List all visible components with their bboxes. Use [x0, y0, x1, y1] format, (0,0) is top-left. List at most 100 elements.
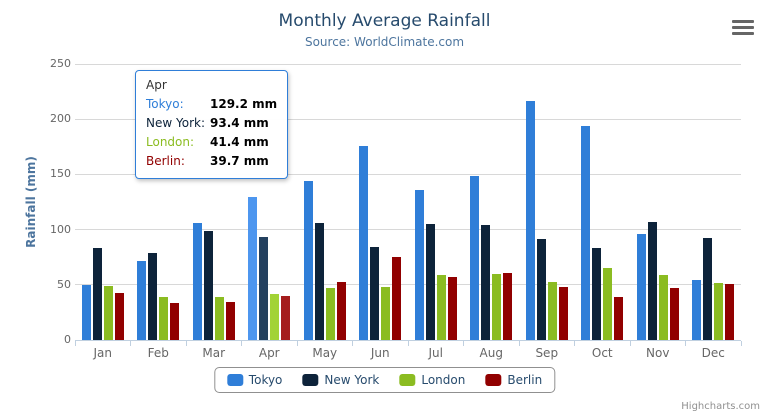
tooltip-series-name: Berlin: [146, 154, 185, 168]
tooltip-row: London: 41.4 mm [146, 133, 277, 152]
bar-tokyo-jan[interactable] [81, 284, 91, 340]
x-axis-tick [518, 341, 520, 346]
x-axis-tick [296, 341, 298, 346]
bar-london-feb[interactable] [159, 297, 169, 340]
bar-new-york-apr[interactable] [259, 236, 269, 340]
bar-london-may[interactable] [325, 288, 335, 340]
bar-group-mar [186, 64, 242, 340]
bar-london-dec[interactable] [714, 283, 724, 340]
bar-new-york-may[interactable] [314, 222, 324, 340]
legend-swatch-icon [226, 374, 243, 386]
bar-london-mar[interactable] [214, 296, 224, 340]
x-axis-tick [74, 341, 76, 346]
bar-new-york-jul[interactable] [425, 224, 435, 340]
bar-tokyo-may[interactable] [303, 181, 313, 340]
bar-new-york-sep[interactable] [536, 239, 546, 340]
bar-new-york-jan[interactable] [92, 247, 102, 340]
y-axis-label-0: 0 [64, 333, 71, 346]
bar-berlin-jun[interactable] [392, 256, 402, 340]
x-axis-tick [629, 341, 631, 346]
tooltip-series-name: London: [146, 135, 195, 149]
tooltip: Apr Tokyo: 129.2 mm New York: 93.4 mm London… [135, 70, 288, 179]
legend-item-new-york[interactable]: New York [302, 373, 379, 387]
bar-group-aug [464, 64, 520, 340]
bar-new-york-mar[interactable] [203, 231, 213, 340]
bar-london-aug[interactable] [492, 274, 502, 340]
legend-item-london[interactable]: London [399, 373, 465, 387]
bar-berlin-apr[interactable] [281, 296, 291, 340]
legend-label: Berlin [507, 373, 543, 387]
bar-new-york-aug[interactable] [481, 224, 491, 340]
bar-berlin-jul[interactable] [447, 276, 457, 340]
bar-berlin-feb[interactable] [170, 303, 180, 340]
bar-new-york-jun[interactable] [370, 246, 380, 340]
legend-item-berlin[interactable]: Berlin [485, 373, 542, 387]
x-axis-tick [740, 341, 742, 346]
bar-berlin-mar[interactable] [225, 301, 235, 340]
bar-group-may [297, 64, 353, 340]
tooltip-header: Apr [146, 78, 167, 92]
x-axis-label-feb: Feb [147, 346, 169, 360]
gridline-100 [75, 229, 741, 231]
x-axis-tick [352, 341, 353, 346]
bar-tokyo-aug[interactable] [470, 176, 480, 340]
bar-group-nov [630, 64, 686, 340]
x-axis-label-jun: Jun [370, 346, 390, 360]
legend-label: London [421, 373, 466, 387]
y-axis-label-50: 50 [57, 277, 71, 291]
bar-tokyo-jul[interactable] [414, 190, 424, 340]
bar-london-nov[interactable] [658, 274, 668, 340]
bar-tokyo-feb[interactable] [137, 261, 147, 340]
chart-subtitle: Source: WorldClimate.com [304, 35, 465, 49]
bar-new-york-nov[interactable] [647, 222, 657, 340]
bar-group-jan [75, 64, 131, 340]
bar-group-dec [686, 64, 742, 340]
bar-tokyo-sep[interactable] [525, 101, 535, 340]
hamburger-bar [732, 20, 754, 23]
x-axis-label-may: May [312, 346, 338, 360]
legend-item-tokyo[interactable]: Tokyo [226, 373, 282, 387]
x-axis-label-nov: Nov [646, 346, 670, 360]
x-axis-label-aug: Aug [479, 346, 503, 360]
x-axis-tick [574, 341, 575, 346]
hamburger-menu-icon[interactable] [732, 20, 754, 35]
bar-berlin-sep[interactable] [558, 287, 568, 340]
bar-berlin-jan[interactable] [114, 293, 124, 340]
tooltip-series-value: 39.7 mm [210, 154, 269, 168]
bar-berlin-oct[interactable] [614, 296, 624, 340]
bar-london-jan[interactable] [103, 286, 113, 340]
gridline-50 [75, 284, 741, 286]
bar-berlin-aug[interactable] [503, 273, 513, 340]
bar-london-oct[interactable] [603, 268, 613, 340]
bar-new-york-oct[interactable] [592, 247, 602, 340]
bar-group-feb [131, 64, 187, 340]
highcharts-credit[interactable]: Highcharts.com [681, 401, 760, 412]
bar-group-apr [242, 64, 298, 340]
legend-label: New York [324, 373, 380, 387]
bar-tokyo-oct[interactable] [581, 125, 591, 340]
tooltip-row: Tokyo: 129.2 mm [146, 95, 277, 114]
bar-new-york-dec[interactable] [703, 238, 713, 340]
bar-berlin-nov[interactable] [669, 288, 679, 340]
tooltip-rows: Tokyo: 129.2 mm New York: 93.4 mm London: 41.… [146, 95, 277, 171]
bar-berlin-dec[interactable] [725, 283, 735, 340]
hamburger-bar [732, 32, 754, 35]
bar-new-york-feb[interactable] [148, 253, 158, 340]
x-axis-line [75, 340, 741, 341]
bar-london-sep[interactable] [547, 282, 557, 340]
bar-berlin-may[interactable] [336, 281, 346, 340]
bar-group-oct [575, 64, 631, 340]
bar-tokyo-apr[interactable] [248, 197, 258, 340]
bar-tokyo-mar[interactable] [192, 222, 202, 340]
x-axis-label-sep: Sep [535, 346, 559, 360]
bar-tokyo-jun[interactable] [359, 145, 369, 340]
bar-london-jul[interactable] [436, 274, 446, 340]
tooltip-series-value: 129.2 mm [210, 97, 278, 111]
tooltip-series-name: New York: [146, 116, 205, 130]
bar-london-jun[interactable] [381, 286, 391, 340]
bar-tokyo-dec[interactable] [692, 279, 702, 340]
bar-tokyo-nov[interactable] [636, 234, 646, 340]
bar-london-apr[interactable] [270, 294, 280, 340]
bar-group-sep [519, 64, 575, 340]
y-axis-label-250: 250 [50, 57, 71, 70]
